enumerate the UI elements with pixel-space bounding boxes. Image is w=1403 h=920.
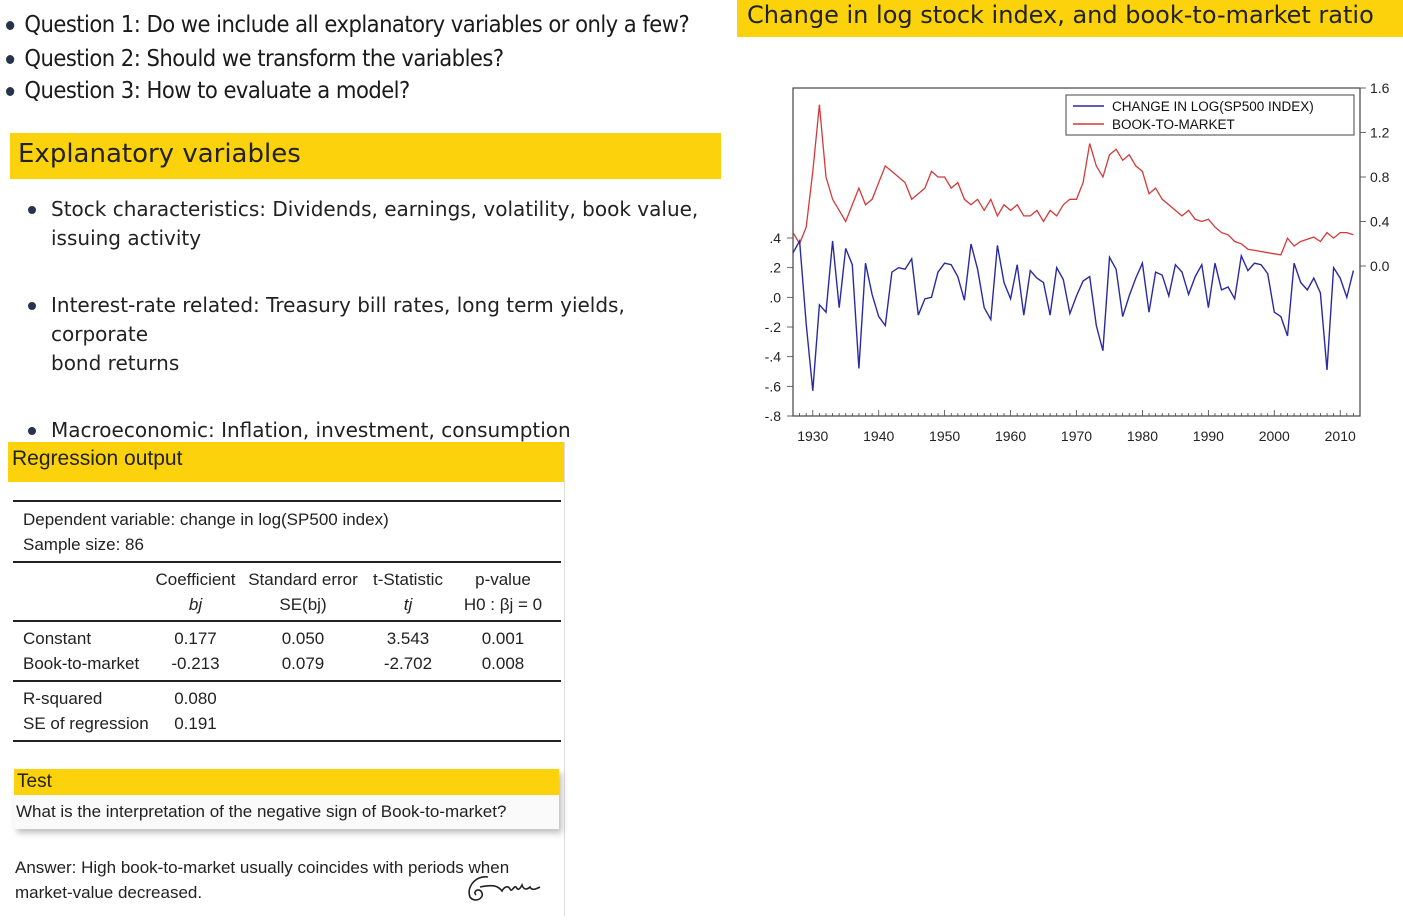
column-subheader: tj <box>403 595 413 614</box>
row-label: SE of regression <box>23 714 149 733</box>
regression-header: Regression output <box>8 442 564 482</box>
explanatory-list: Stock characteristics: Dividends, earnin… <box>26 195 716 483</box>
x-tick-label: 1970 <box>1061 428 1092 444</box>
left-tick-label: -.2 <box>765 319 782 335</box>
x-tick-label: 1990 <box>1193 428 1224 444</box>
left-tick-label: -.8 <box>765 408 782 424</box>
left-tick-label: -.6 <box>765 378 782 394</box>
table-rule <box>13 561 561 563</box>
series-line-book-to-market <box>792 104 1354 256</box>
x-tick-label: 2000 <box>1259 428 1290 444</box>
answer-line: market-value decreased. <box>15 883 203 902</box>
bullet-icon <box>6 55 15 64</box>
explanatory-header: Explanatory variables <box>10 133 721 179</box>
row-label: Constant <box>23 629 92 648</box>
explanatory-title: Explanatory variables <box>18 139 301 169</box>
question-item: Question 2: Should we transform the vari… <box>6 42 689 76</box>
table-cell: 0.191 <box>174 714 217 733</box>
table-cell: -2.702 <box>383 654 433 673</box>
table-rule <box>13 680 561 682</box>
table-cell: 0.079 <box>281 654 325 673</box>
bullet-icon <box>28 206 36 214</box>
table-rule <box>13 500 561 502</box>
table-cell: 0.080 <box>174 689 217 708</box>
regression-title: Regression output <box>12 447 183 470</box>
legend: CHANGE IN LOG(SP500 INDEX) BOOK-TO-MARKE… <box>1065 94 1355 136</box>
table-cell: 3.543 <box>386 629 430 648</box>
list-item: Macroeconomic: Inflation, investment, co… <box>26 416 716 445</box>
chart-header: Change in log stock index, and book-to-m… <box>737 0 1403 37</box>
left-tick-label: .0 <box>769 289 781 305</box>
table-cell: 0.001 <box>481 629 525 648</box>
test-title: Test <box>17 771 52 792</box>
column-subheader: SE(bj) <box>279 595 327 614</box>
column-header: Standard error <box>248 570 358 589</box>
test-box: Test What is the interpretation of the n… <box>14 769 559 829</box>
bullet-icon <box>28 302 36 310</box>
legend-label: CHANGE IN LOG(SP500 INDEX) <box>1112 99 1314 114</box>
question-item: Question 1: Do we include all explanator… <box>6 8 690 42</box>
question-item: Question 3: How to evaluate a model? <box>6 74 689 108</box>
right-tick-label: 0.4 <box>1370 214 1390 230</box>
table-rule <box>13 740 561 742</box>
right-tick-label: 0.8 <box>1370 169 1390 185</box>
row-label: Book-to-market <box>23 654 140 673</box>
legend-label: BOOK-TO-MARKET <box>1112 117 1235 132</box>
row-label: R-squared <box>23 689 103 708</box>
right-tick-label: 0.0 <box>1370 258 1390 274</box>
table-cell: 0.177 <box>174 629 217 648</box>
right-tick-label: 1.6 <box>1370 80 1390 96</box>
bullet-icon <box>6 21 15 30</box>
left-tick-label: .4 <box>769 230 781 246</box>
chart-title: Change in log stock index, and book-to-m… <box>747 1 1374 29</box>
right-tick-label: 1.2 <box>1370 125 1390 141</box>
x-tick-label: 1980 <box>1127 428 1158 444</box>
column-subheader: H0 : βj = 0 <box>463 595 543 614</box>
test-question: What is the interpretation of the negati… <box>16 802 507 821</box>
dependent-variable: Dependent variable: change in log(SP500 … <box>23 510 389 529</box>
table-cell: 0.050 <box>281 629 325 648</box>
list-item: Stock characteristics: Dividends, earnin… <box>26 195 716 253</box>
x-tick-label: 1930 <box>797 428 828 444</box>
table-rule <box>13 620 561 622</box>
left-axis: .4 .2 .0 -.2 -.4 -.6 -.8 <box>765 230 793 424</box>
column-header: p-value <box>475 570 531 589</box>
sample-size: Sample size: 86 <box>23 535 144 554</box>
plot-frame <box>792 87 1361 417</box>
series-line-sp500 <box>792 238 1355 391</box>
bullet-icon <box>28 427 36 435</box>
x-tick-label: 1950 <box>929 428 960 444</box>
question-list: Question 1: Do we include all explanator… <box>6 8 749 108</box>
answer-line: Answer: High book-to-market usually coin… <box>15 858 510 877</box>
left-tick-label: -.4 <box>765 349 782 365</box>
x-tick-label: 1960 <box>995 428 1026 444</box>
left-tick-label: .2 <box>769 260 781 276</box>
right-axis: 1.6 1.2 0.8 0.4 0.0 <box>1360 80 1390 274</box>
column-subheader: bj <box>188 595 203 614</box>
table-cell: 0.008 <box>481 654 525 673</box>
x-axis: 1930 1940 1950 1960 1970 1980 1990 2000 2010 <box>792 410 1361 444</box>
line-chart: 1930 1940 1950 1960 1970 1980 1990 2000 2010 .4.… <box>765 80 1390 444</box>
table-cell: -0.213 <box>171 654 220 673</box>
signature-logo <box>468 876 541 901</box>
test-header: Test <box>14 769 559 795</box>
column-header: Coefficient <box>155 570 236 589</box>
x-tick-label: 1940 <box>863 428 894 444</box>
x-tick-label: 2010 <box>1325 428 1356 444</box>
bullet-icon <box>6 87 15 96</box>
regression-panel: Regression output Dependent variable: ch… <box>8 442 565 916</box>
list-item: Interest-rate related: Treasury bill rat… <box>26 291 716 378</box>
column-header: t-Statistic <box>373 570 443 589</box>
